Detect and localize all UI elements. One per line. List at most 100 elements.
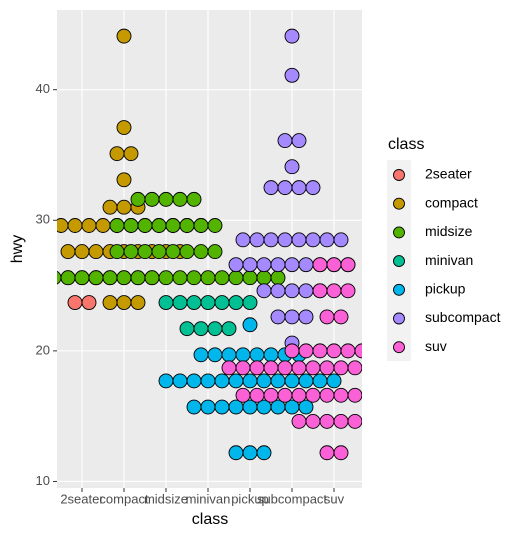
legend-title: class bbox=[388, 136, 424, 153]
dot bbox=[305, 232, 321, 248]
y-tick-label: 30 bbox=[36, 212, 50, 227]
dot bbox=[284, 159, 300, 175]
dot bbox=[74, 244, 90, 260]
dot bbox=[284, 257, 300, 273]
dot bbox=[102, 270, 118, 286]
dot bbox=[298, 309, 314, 325]
dot bbox=[277, 387, 293, 403]
dot bbox=[242, 270, 258, 286]
dot bbox=[200, 270, 216, 286]
dot bbox=[284, 343, 300, 359]
dot bbox=[256, 257, 272, 273]
legend-key bbox=[393, 312, 405, 325]
dot bbox=[369, 344, 383, 358]
legend-key bbox=[393, 226, 405, 239]
x-tick-label: suv bbox=[324, 491, 345, 506]
dot bbox=[60, 244, 76, 260]
dot bbox=[305, 360, 321, 376]
dot bbox=[361, 418, 362, 424]
dot bbox=[172, 270, 188, 286]
y-axis-title: hwy bbox=[9, 235, 26, 263]
dot bbox=[228, 373, 244, 389]
dot bbox=[347, 360, 362, 376]
dot bbox=[186, 270, 202, 286]
dot bbox=[151, 244, 167, 260]
dot bbox=[158, 270, 174, 286]
legend-label: minivan bbox=[425, 252, 473, 268]
dot bbox=[193, 347, 209, 363]
dot bbox=[130, 191, 146, 207]
dot bbox=[291, 232, 307, 248]
dot bbox=[326, 283, 342, 299]
dot bbox=[165, 218, 181, 233]
dot bbox=[263, 360, 279, 376]
x-tick-label: 2seater bbox=[60, 491, 104, 506]
x-tick-label: subcompact bbox=[257, 491, 327, 506]
dot bbox=[270, 373, 286, 389]
legend-label: midsize bbox=[425, 223, 473, 239]
dot bbox=[270, 257, 286, 273]
dot bbox=[256, 270, 272, 286]
dot bbox=[137, 244, 153, 260]
legend-key bbox=[393, 341, 405, 354]
dot bbox=[144, 191, 160, 207]
dot bbox=[277, 360, 293, 376]
dot bbox=[256, 373, 272, 389]
dot bbox=[270, 270, 286, 286]
dot bbox=[88, 270, 104, 286]
dot bbox=[88, 244, 104, 260]
dot bbox=[256, 445, 272, 461]
dot bbox=[228, 270, 244, 286]
dot bbox=[151, 218, 167, 233]
x-axis-title: class bbox=[192, 511, 228, 528]
dot bbox=[333, 413, 349, 429]
dot bbox=[221, 321, 237, 337]
dot bbox=[193, 244, 209, 260]
dot bbox=[298, 399, 314, 415]
dot bbox=[361, 392, 362, 398]
dot bbox=[432, 361, 446, 375]
dot bbox=[221, 347, 237, 363]
y-tick-label: 40 bbox=[36, 81, 50, 96]
dot bbox=[291, 413, 307, 429]
dot bbox=[298, 283, 314, 299]
dot bbox=[249, 387, 265, 403]
dot bbox=[284, 309, 300, 325]
dot bbox=[242, 445, 258, 461]
dot bbox=[179, 244, 195, 260]
dot bbox=[235, 347, 251, 363]
dot bbox=[249, 232, 265, 248]
dot bbox=[390, 388, 404, 402]
dot bbox=[130, 295, 146, 310]
dot bbox=[186, 191, 202, 207]
dot bbox=[214, 295, 230, 310]
dot bbox=[109, 218, 125, 233]
dot bbox=[319, 413, 335, 429]
dot bbox=[235, 232, 251, 248]
dot bbox=[291, 180, 307, 196]
x-tick-label: midsize bbox=[144, 491, 188, 506]
dot bbox=[57, 270, 62, 285]
dot bbox=[270, 309, 286, 325]
dot bbox=[200, 295, 216, 310]
dot bbox=[263, 347, 279, 363]
dot bbox=[116, 199, 132, 215]
dot bbox=[326, 343, 342, 359]
dot bbox=[333, 232, 349, 248]
dot bbox=[333, 309, 349, 325]
dot bbox=[340, 343, 356, 359]
legend-label: pickup bbox=[425, 281, 466, 297]
dot bbox=[214, 270, 230, 286]
dot bbox=[284, 67, 300, 83]
dot bbox=[123, 146, 139, 162]
dot bbox=[165, 244, 181, 260]
dot bbox=[418, 361, 432, 375]
y-tick-label: 10 bbox=[36, 473, 50, 488]
legend-key bbox=[393, 283, 405, 296]
dot bbox=[305, 387, 321, 403]
dot bbox=[263, 180, 279, 196]
dot bbox=[291, 133, 307, 149]
dot bbox=[333, 387, 349, 403]
dot bbox=[249, 360, 265, 376]
